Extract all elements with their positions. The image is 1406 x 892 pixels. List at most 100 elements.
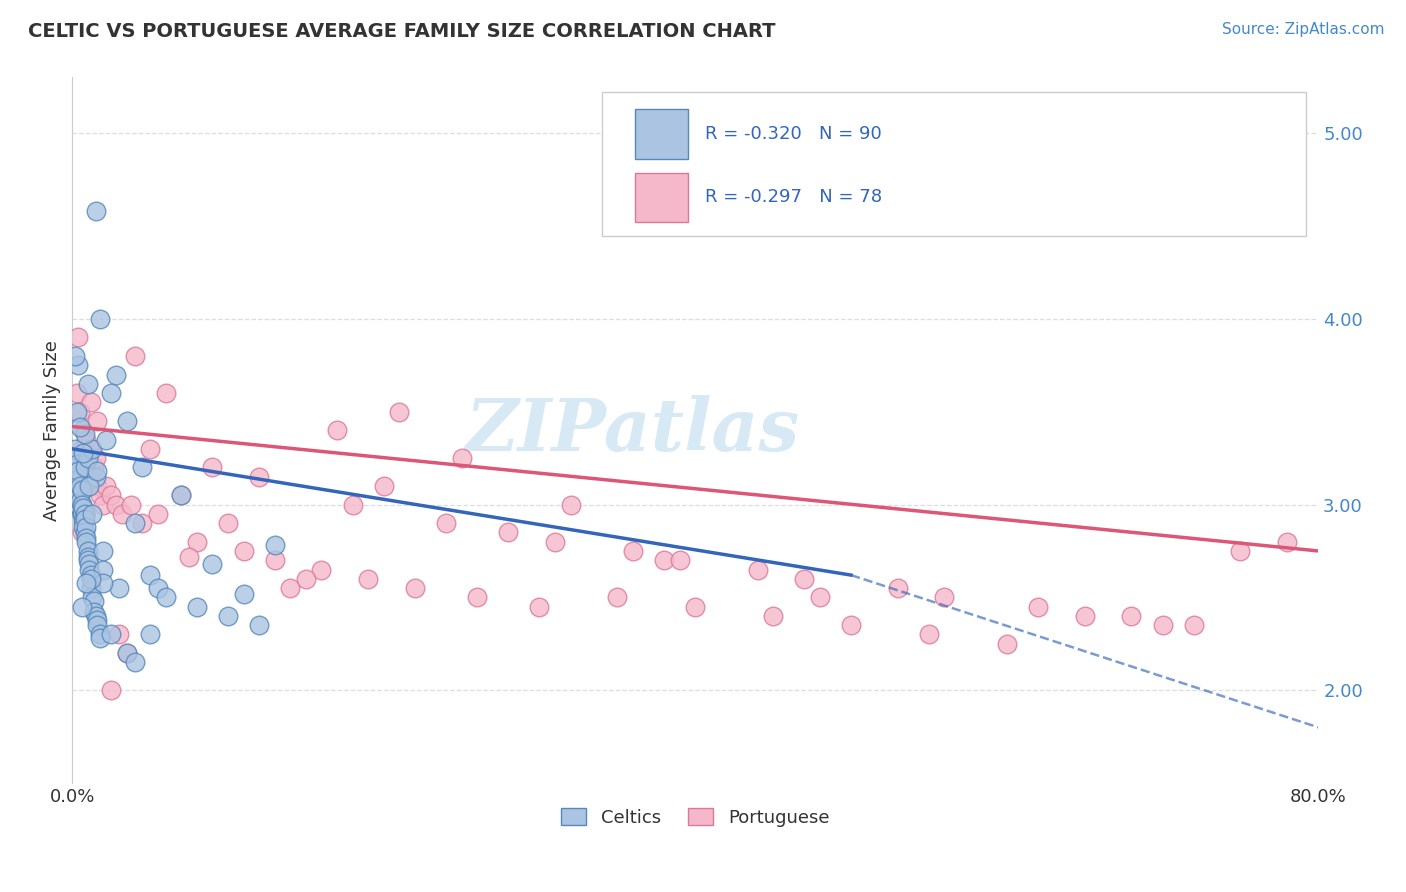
Point (67, 330, 90, 344)
Point (100, 488, 122, 502)
Point (79, 479, 101, 493)
Point (1121, 609, 1143, 624)
Point (66, 386, 89, 401)
Point (621, 544, 644, 558)
Point (404, 581, 426, 595)
Point (278, 581, 301, 595)
Point (75, 520, 97, 534)
Point (70, 525, 93, 540)
Point (82, 479, 104, 493)
Point (76, 544, 98, 558)
Point (69, 405, 91, 419)
Point (76, 376, 98, 391)
Point (89, 311, 111, 326)
Point (124, 349, 146, 363)
Point (75, 575, 97, 590)
Point (450, 451, 472, 466)
Point (72, 501, 94, 516)
Point (69, 488, 91, 502)
Point (82, 442, 104, 456)
Point (388, 405, 411, 419)
Point (65, 349, 87, 363)
Point (73, 507, 96, 521)
Text: CELTIC VS PORTUGUESE AVERAGE FAMILY SIZE CORRELATION CHART: CELTIC VS PORTUGUESE AVERAGE FAMILY SIZE… (28, 22, 776, 41)
Point (232, 587, 254, 601)
Point (139, 442, 162, 456)
Point (76, 549, 98, 564)
Point (83, 605, 105, 619)
Point (155, 386, 177, 401)
Point (115, 646, 138, 660)
Text: Source: ZipAtlas.com: Source: ZipAtlas.com (1222, 22, 1385, 37)
Point (747, 562, 769, 576)
Point (918, 627, 941, 641)
Point (66, 488, 89, 502)
Point (80, 568, 103, 582)
Point (934, 591, 956, 605)
Point (1152, 618, 1174, 632)
Point (70, 507, 93, 521)
Point (108, 581, 131, 595)
Point (66, 457, 89, 471)
Point (80, 395, 103, 409)
Point (652, 553, 675, 567)
Point (67, 464, 90, 478)
Point (357, 572, 380, 586)
Point (72, 423, 94, 437)
Point (67, 498, 90, 512)
Point (86, 479, 108, 493)
Point (326, 423, 349, 437)
Point (70, 498, 93, 512)
Point (72, 445, 94, 459)
Point (170, 488, 193, 502)
Point (115, 414, 138, 428)
Point (995, 637, 1018, 651)
Point (139, 627, 162, 641)
Point (76, 553, 98, 567)
Point (104, 498, 127, 512)
Point (67, 471, 90, 485)
Point (263, 538, 285, 552)
Point (263, 553, 285, 567)
Point (70, 483, 93, 497)
Point (73, 507, 96, 521)
Point (1275, 534, 1298, 549)
Point (247, 618, 270, 632)
Point (70, 507, 93, 521)
Point (793, 572, 815, 586)
Point (80, 581, 103, 595)
Point (62, 469, 84, 483)
Point (84, 469, 107, 483)
Point (131, 460, 153, 475)
Legend: Celtics, Portuguese: Celtics, Portuguese (554, 801, 837, 834)
Point (80, 442, 103, 456)
Point (529, 599, 551, 614)
Point (69, 479, 91, 493)
Point (73, 525, 96, 540)
Point (72, 512, 94, 526)
Point (75, 433, 97, 447)
Y-axis label: Average Family Size: Average Family Size (44, 340, 60, 521)
Point (544, 534, 567, 549)
Point (66, 475, 89, 490)
Point (73, 512, 96, 526)
Point (155, 591, 177, 605)
Point (79, 562, 101, 576)
Point (72, 520, 94, 534)
Point (93, 562, 115, 576)
Point (79, 469, 101, 483)
Point (83, 594, 105, 608)
Point (84, 609, 107, 624)
Point (65, 479, 87, 493)
Point (146, 507, 169, 521)
Point (69, 419, 91, 434)
Point (66, 405, 89, 419)
Point (73, 451, 96, 466)
Point (96, 433, 118, 447)
Point (1026, 599, 1049, 614)
Point (295, 572, 318, 586)
Point (93, 575, 115, 590)
Point (69, 501, 91, 516)
Point (93, 544, 115, 558)
Point (186, 534, 208, 549)
